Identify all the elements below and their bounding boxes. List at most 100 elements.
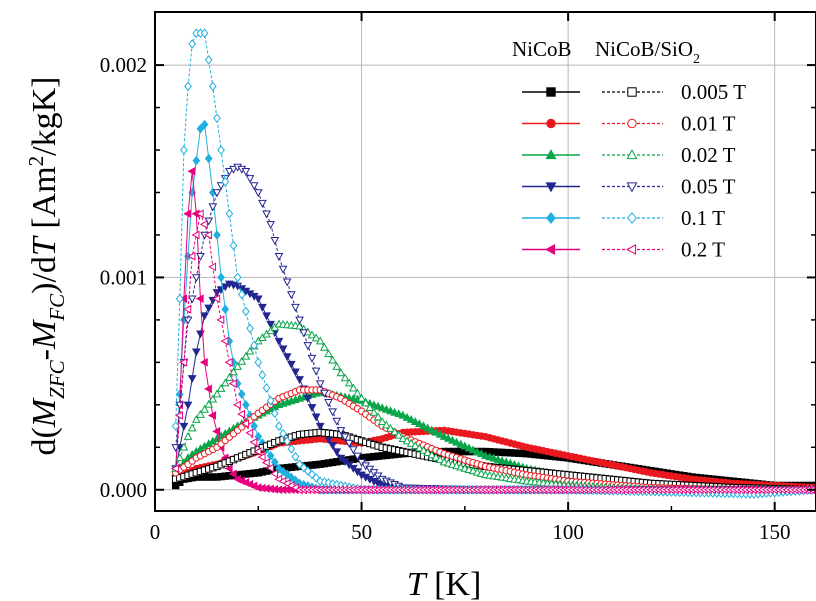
series-nicob-0-05-t-point: [200, 312, 209, 321]
series-nicob-sio2-0-02-t-point: [390, 427, 399, 436]
series-nicob-0-02-t-point: [423, 423, 433, 432]
legend-marker-nicob-sio2: [626, 182, 638, 193]
series-nicob-0-2-t-point: [203, 384, 212, 394]
series-nicob-sio2-0-02-t-point: [402, 436, 412, 445]
series-nicob-sio2-0-02-t-point: [369, 407, 379, 416]
legend-marker-nicob: [546, 118, 556, 129]
series-nicob-sio2-0-1-t-point: [279, 428, 287, 439]
series-nicob-sio2-0-02-t-point: [183, 431, 193, 440]
series-nicob-sio2-0-1-t-point: [242, 306, 250, 317]
series-nicob-sio2-0-02-t-point: [386, 423, 395, 432]
series-nicob-sio2-0-1-t-point: [184, 81, 192, 92]
series-nicob-sio2-0-02-t-point: [340, 373, 350, 382]
series-nicob-0-1-t-point: [213, 230, 221, 240]
y-tick-label: 0.000: [100, 478, 147, 502]
series-nicob-sio2-0-02-t-point: [373, 412, 383, 421]
series-nicob-sio2-0-2-t: [170, 209, 816, 495]
series-nicob-sio2-0-2-t-point: [183, 304, 192, 314]
series-nicob-sio2-0-1-t-point: [246, 323, 254, 334]
series-nicob-0-02-t-point: [419, 421, 428, 430]
series-nicob-sio2-0-02-t-point: [196, 409, 205, 418]
legend-marker-nicob-sio2: [627, 211, 637, 225]
series-nicob-sio2-0-1-t-point: [266, 395, 275, 406]
x-tick-label: 100: [552, 520, 584, 544]
legend-label: 0.02 T: [681, 143, 736, 167]
series-nicob-sio2-0-1-t-point: [275, 421, 283, 431]
y-axis-title: d(MZFC-MFC)/dT [Am2/kgK]: [24, 76, 69, 455]
series-nicob-sio2-0-05-t-point: [324, 399, 333, 407]
series-nicob-sio2-0-05-t-point: [278, 265, 288, 274]
series-nicob-sio2-0-1-t-point: [213, 113, 221, 123]
series-nicob-sio2-0-05-t-point: [315, 380, 325, 389]
series-nicob-sio2-0-1-t-point: [188, 39, 197, 49]
series-nicob-sio2-0-05-t-point: [320, 389, 329, 398]
series-nicob-sio2-0-02-t-point: [398, 434, 408, 443]
series-nicob-sio2-0-05-t-point: [183, 316, 193, 325]
series-nicob-sio2-0-02-t-point: [224, 372, 234, 381]
series-nicob-sio2-0-02-t-point: [348, 383, 358, 392]
series-nicob-0-05-t-point: [191, 348, 201, 357]
series-nicob-sio2-0-2-t-point: [241, 419, 250, 428]
series-nicob-sio2-0-2-t-point: [257, 452, 266, 462]
series-nicob-0-05-t-point: [295, 376, 304, 385]
series-nicob-sio2-0-05-t-point: [241, 168, 251, 176]
series-nicob-sio2-0-02-t-point: [353, 388, 362, 397]
series-nicob-0-02-t-point: [464, 443, 474, 452]
legend-header-nicob-sio2: NiCoB/SiO2: [595, 37, 700, 67]
series-nicob-0-02-t-point: [472, 447, 482, 456]
legend-label: 0.2 T: [681, 238, 725, 262]
series-nicob-0-1-t-point: [192, 155, 201, 166]
series-nicob-0-1-t-point: [254, 431, 263, 442]
series-nicob-0-02-t-point: [435, 429, 445, 438]
series-nicob-sio2-0-05-t-point: [340, 433, 350, 442]
series-nicob-0-1-t-point: [237, 389, 246, 400]
series-nicob-sio2-0-05-t-point: [286, 291, 296, 300]
series-nicob-sio2-0-2-t-point: [245, 428, 254, 438]
series-nicob-sio2-0-05-t-point: [245, 175, 255, 184]
series-nicob-sio2-0-2-t-point: [195, 209, 204, 219]
series-nicob-0-05-t-point: [204, 304, 214, 313]
series-nicob-sio2-0-02-t-point: [204, 399, 214, 408]
series-nicob-sio2-0-05-t-point: [266, 221, 276, 230]
series-nicob-sio2-0-05-t-point: [229, 165, 238, 174]
series-nicob-sio2-0-2-t-point: [179, 357, 188, 367]
series-nicob-sio2-0-02-t-point: [381, 420, 391, 429]
series-nicob-0-05-t-point: [282, 353, 292, 362]
series-nicob-0-02-t-point: [456, 439, 466, 448]
series-nicob-0-2-t-point: [183, 209, 192, 219]
series-nicob-0-2-t-point: [224, 464, 233, 473]
legend-row-0-2-t: 0.2 T: [522, 238, 725, 262]
series-nicob-sio2-0-1-t-point: [237, 289, 246, 300]
series-nicob-sio2-0-05-t-point: [344, 439, 354, 448]
series-nicob-0-1-t-point: [217, 272, 225, 283]
series-nicob-sio2-0-02-t-point: [208, 394, 218, 403]
series-nicob-0-05-t-point: [307, 404, 317, 413]
series-nicob-sio2-0-02-t-point: [241, 351, 251, 360]
legend-row-0-005-t: 0.005 T: [522, 80, 746, 104]
series-nicob-sio2-0-02-t-point: [336, 368, 346, 377]
series-nicob-sio2-0-05-t-point: [175, 401, 185, 410]
legend-label: 0.01 T: [681, 112, 736, 136]
series-nicob-sio2-0-1-t-point: [229, 240, 238, 251]
series-nicob-sio2-0-05-t-point: [191, 274, 201, 283]
legend-row-0-05-t: 0.05 T: [522, 175, 736, 199]
series-nicob-0-02-t-point: [477, 449, 486, 458]
series-nicob-sio2-0-2-t-point: [203, 230, 212, 240]
series-nicob-sio2-0-02-t-point: [237, 356, 247, 365]
series-nicob-sio2-0-02-t-point: [410, 441, 420, 450]
series-nicob-sio2-0-02-t-point: [307, 330, 317, 339]
series-nicob-sio2-0-1-t-point: [180, 145, 188, 155]
legend-row-0-02-t: 0.02 T: [522, 143, 736, 167]
series-nicob-sio2-0-02-t-point: [435, 455, 445, 464]
series-nicob-sio2-0-02-t-point: [187, 423, 197, 432]
series-nicob-0-2-t-point: [212, 427, 221, 436]
series-nicob-sio2-0-1-t-point: [254, 357, 263, 368]
plot-frame: [154, 11, 816, 512]
series-nicob-sio2-0-1-t-point: [250, 340, 258, 351]
series-nicob-sio2-0-02-t-point: [311, 333, 321, 342]
series-nicob-sio2-0-05-t-point: [196, 252, 205, 261]
series-nicob-sio2-0-05-t-point: [274, 252, 284, 261]
series-nicob-sio2-0-2-t-point: [270, 469, 279, 478]
series-nicob-sio2-0-05-t-point: [282, 278, 292, 287]
series-nicob-sio2-0-05-t-point: [224, 168, 234, 176]
